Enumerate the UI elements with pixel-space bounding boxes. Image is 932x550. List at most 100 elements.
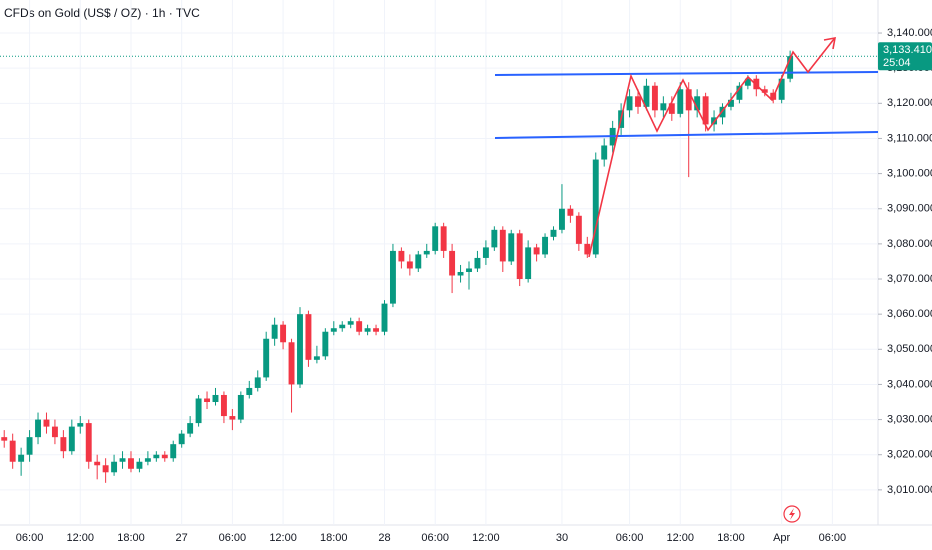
candle-body bbox=[263, 338, 270, 378]
candle-body bbox=[26, 437, 33, 455]
candle-body bbox=[77, 423, 84, 427]
candle-body bbox=[677, 89, 684, 114]
y-tick-label: 3,120.000 bbox=[887, 97, 932, 109]
candle-body bbox=[313, 356, 320, 360]
candle-body bbox=[43, 419, 50, 427]
x-tick-label: 18:00 bbox=[717, 532, 745, 544]
y-tick-label: 3,110.000 bbox=[887, 132, 932, 144]
candle-body bbox=[187, 423, 194, 434]
y-tick-label: 3,030.000 bbox=[887, 413, 932, 425]
candle-body bbox=[153, 454, 160, 459]
x-tick-label: 12:00 bbox=[269, 532, 297, 544]
x-tick-label: 30 bbox=[556, 532, 568, 544]
x-tick-label: 06:00 bbox=[421, 532, 449, 544]
projection-path bbox=[588, 38, 835, 258]
candle-body bbox=[305, 314, 312, 360]
candle-body bbox=[60, 437, 67, 452]
candle-body bbox=[508, 233, 515, 262]
candle-body bbox=[516, 233, 523, 280]
event-icon[interactable] bbox=[783, 505, 801, 523]
candle-body bbox=[85, 423, 92, 462]
resistance-line bbox=[494, 71, 879, 76]
candle-body bbox=[170, 444, 177, 459]
candle-body bbox=[330, 328, 337, 332]
candle-body bbox=[457, 271, 464, 276]
candle-body bbox=[778, 78, 785, 100]
candle-body bbox=[347, 321, 354, 325]
candle-body bbox=[533, 247, 540, 255]
candle-body bbox=[212, 394, 219, 403]
candle-body bbox=[1, 437, 8, 441]
y-tick-label: 3,040.000 bbox=[887, 378, 932, 390]
candle-body bbox=[111, 461, 118, 473]
candle-body bbox=[18, 454, 25, 462]
candle-body bbox=[482, 247, 489, 258]
candle-body bbox=[499, 229, 506, 262]
candle-body bbox=[567, 208, 574, 216]
candle-body bbox=[660, 103, 667, 111]
candle-body bbox=[415, 254, 422, 269]
candle-body bbox=[178, 433, 185, 445]
y-tick-label: 3,050.000 bbox=[887, 343, 932, 355]
x-tick-label: 12:00 bbox=[666, 532, 694, 544]
candle-body bbox=[466, 268, 472, 272]
y-tick-label: 3,080.000 bbox=[887, 238, 932, 250]
candle-body bbox=[68, 426, 75, 452]
candle-body bbox=[322, 331, 329, 357]
x-tick-label: 06:00 bbox=[616, 532, 644, 544]
drawings bbox=[494, 37, 879, 523]
countdown-label: 25:04 bbox=[883, 57, 911, 69]
candle-body bbox=[685, 89, 692, 111]
candle-body bbox=[128, 458, 134, 469]
candle-body bbox=[432, 226, 439, 251]
candle-body bbox=[440, 226, 447, 251]
candle-body bbox=[668, 103, 675, 114]
candle-body bbox=[254, 377, 261, 388]
price-tag bbox=[878, 42, 932, 71]
candle-body bbox=[373, 328, 380, 332]
candle-body bbox=[195, 398, 202, 424]
x-tick-label: 12:00 bbox=[67, 532, 95, 544]
candle-body bbox=[643, 85, 650, 107]
x-tick-label: Apr bbox=[773, 532, 790, 544]
x-tick-label: 18:00 bbox=[117, 532, 145, 544]
candle-body bbox=[744, 78, 751, 86]
candle-body bbox=[271, 324, 278, 339]
y-tick-label: 3,090.000 bbox=[887, 203, 932, 215]
candle-body bbox=[694, 96, 701, 111]
x-tick-label: 27 bbox=[176, 532, 188, 544]
candle-body bbox=[525, 247, 532, 280]
price-tag-label: 3,133.410 bbox=[883, 44, 932, 56]
x-tick-label: 28 bbox=[378, 532, 390, 544]
y-tick-label: 3,020.000 bbox=[887, 449, 932, 461]
candle-body bbox=[558, 208, 565, 230]
candle-body bbox=[550, 229, 557, 237]
y-tick-label: 3,010.000 bbox=[887, 484, 932, 496]
candle-body bbox=[398, 250, 405, 262]
candle-body bbox=[736, 85, 743, 100]
candle-body bbox=[144, 458, 151, 462]
x-tick-label: 06:00 bbox=[219, 532, 247, 544]
candle-body bbox=[761, 89, 768, 93]
candle-body bbox=[601, 145, 608, 160]
arrow-head bbox=[823, 37, 836, 50]
candle-body bbox=[702, 96, 709, 125]
candle-body bbox=[280, 324, 287, 343]
candle-body bbox=[297, 314, 303, 385]
y-tick-label: 3,100.000 bbox=[887, 168, 932, 180]
candle-body bbox=[592, 159, 599, 255]
candle-body bbox=[94, 461, 101, 466]
candle-body bbox=[635, 96, 641, 107]
candle-body bbox=[288, 342, 295, 385]
candle-body bbox=[237, 394, 244, 420]
x-tick-label: 06:00 bbox=[16, 532, 44, 544]
candle-body bbox=[356, 321, 363, 332]
x-tick-label: 18:00 bbox=[320, 532, 348, 544]
y-tick-label: 3,070.000 bbox=[887, 273, 932, 285]
x-tick-label: 12:00 bbox=[472, 532, 500, 544]
candle-body bbox=[204, 398, 210, 403]
y-tick-label: 3,060.000 bbox=[887, 308, 932, 320]
